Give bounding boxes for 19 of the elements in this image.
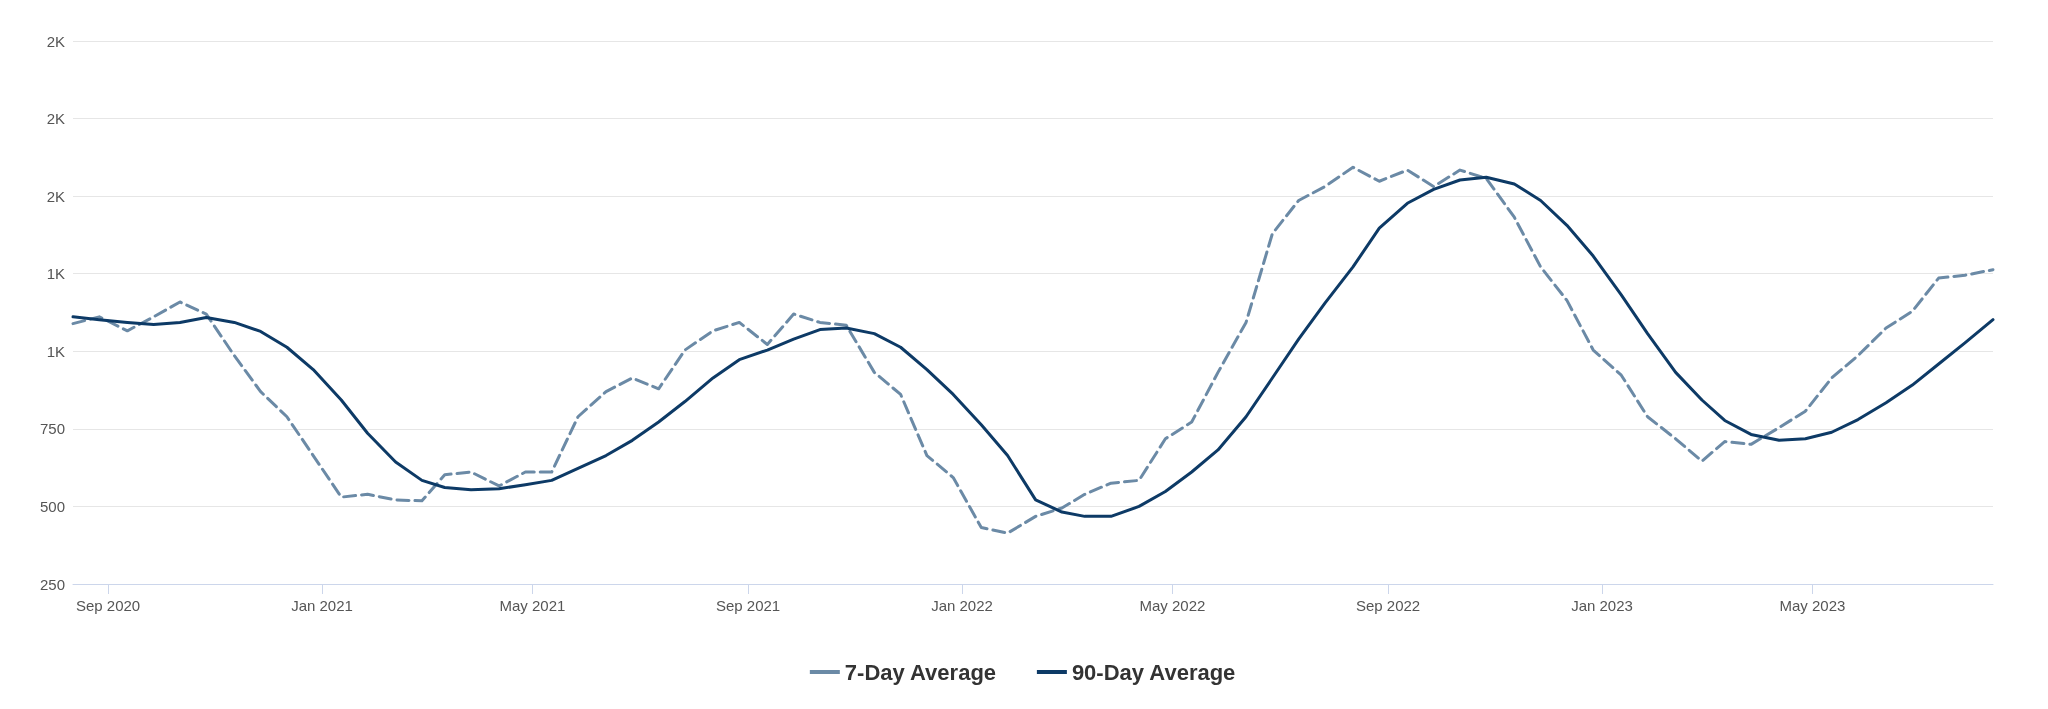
y-tick-label: 750 xyxy=(39,420,65,438)
y-tick-label: 2K xyxy=(46,32,65,50)
y-tick-label: 1K xyxy=(46,265,65,283)
x-tick-label: Jan 2022 xyxy=(931,597,993,614)
x-tick-label: Sep 2020 xyxy=(75,597,141,614)
x-tick-label: May 2023 xyxy=(1779,597,1846,614)
x-tick-label: May 2022 xyxy=(1139,597,1206,614)
x-tick-label: May 2021 xyxy=(499,597,566,614)
x-tick-label: Sep 2021 xyxy=(715,597,781,614)
x-tick-label: Jan 2023 xyxy=(1571,597,1633,614)
x-tick-label: Sep 2022 xyxy=(1355,597,1421,614)
legend-label: 90-Day Average xyxy=(1071,659,1236,685)
x-tick-label: Jan 2021 xyxy=(291,597,353,614)
y-tick-label: 1K xyxy=(46,342,65,360)
y-tick-label: 500 xyxy=(39,497,65,515)
y-tick-label: 2K xyxy=(46,187,65,205)
legend-label: 7-Day Average xyxy=(844,659,997,685)
y-tick-label: 2K xyxy=(46,110,65,128)
y-tick-label: 250 xyxy=(39,575,65,593)
